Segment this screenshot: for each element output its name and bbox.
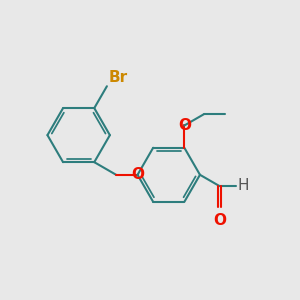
Text: Br: Br — [108, 70, 128, 85]
Text: O: O — [213, 213, 226, 228]
Text: O: O — [178, 118, 191, 133]
Text: H: H — [238, 178, 249, 194]
Text: O: O — [131, 167, 144, 182]
